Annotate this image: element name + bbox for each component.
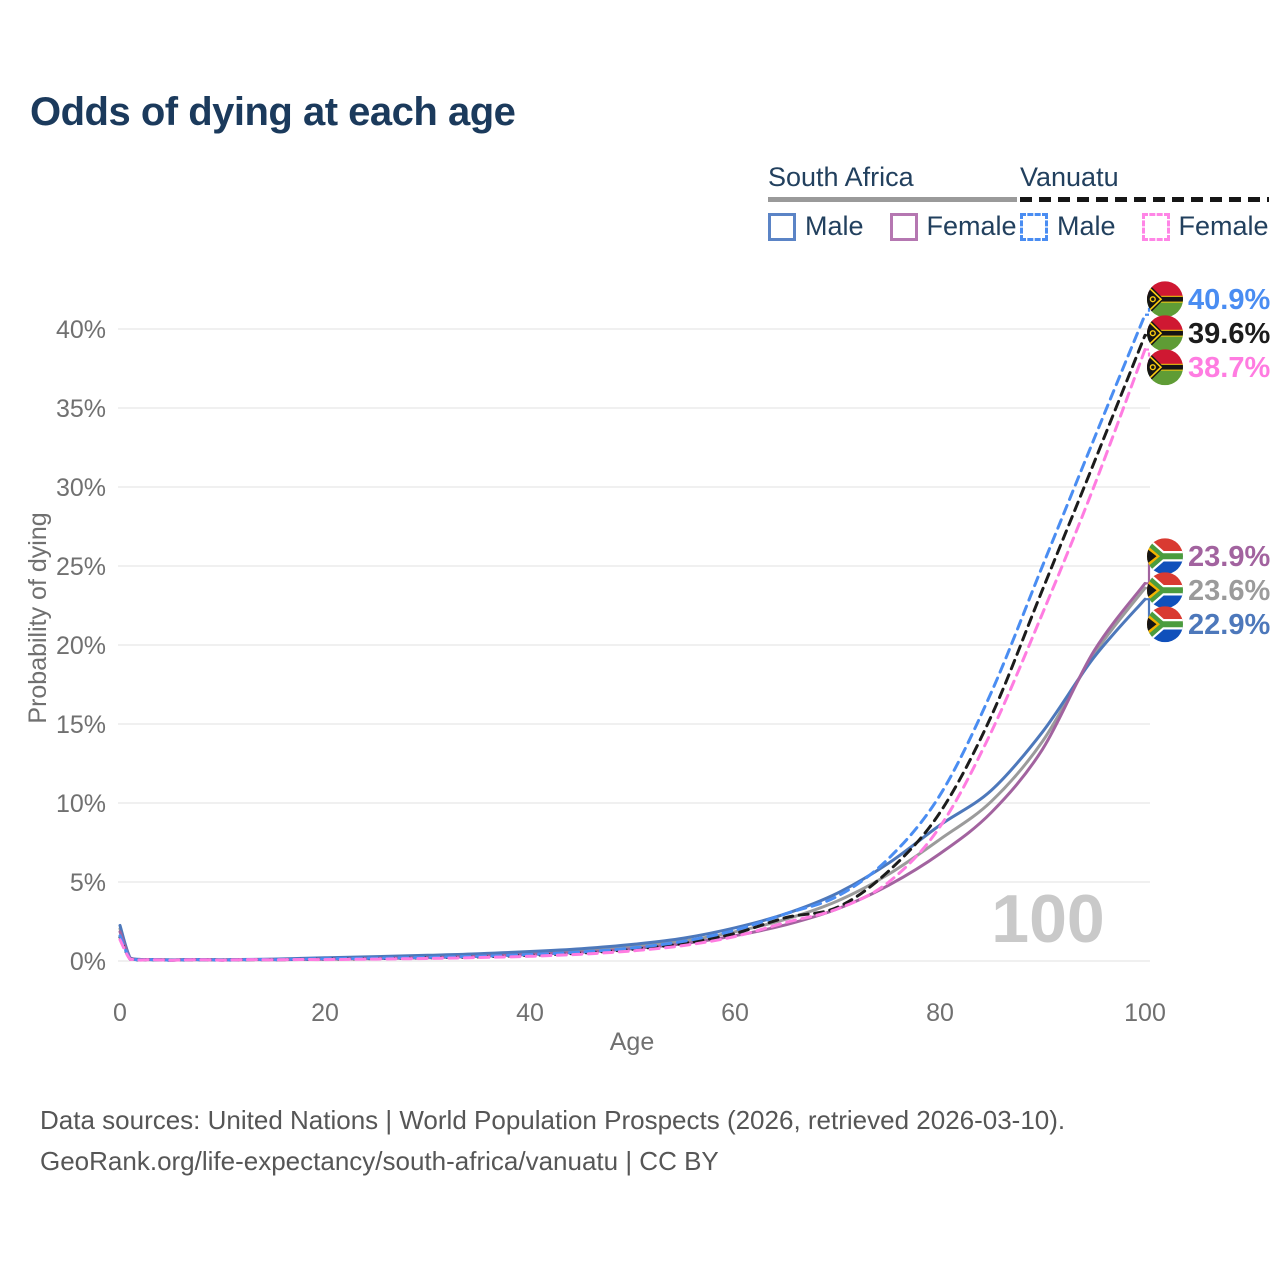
end-label-value-vanuatu-female: 38.7% xyxy=(1188,352,1270,384)
legend-underline-dashed xyxy=(1020,197,1269,202)
y-tick-label: 35% xyxy=(56,395,106,423)
vanuatu-male-swatch-icon xyxy=(1020,212,1048,241)
y-tick-label: 0% xyxy=(70,948,106,976)
footer-attribution: GeoRank.org/life-expectancy/south-africa… xyxy=(40,1146,719,1176)
y-tick-label: 15% xyxy=(56,711,106,739)
series-line-vanuatu-total[interactable] xyxy=(118,333,1147,962)
south-africa-flag-icon xyxy=(1147,572,1183,609)
footer-data-sources: Data sources: United Nations | World Pop… xyxy=(40,1105,1066,1135)
legend-label: Female xyxy=(1178,211,1269,241)
legend-item-vanuatu-female[interactable]: Female xyxy=(1141,211,1269,242)
end-label-value-vanuatu-male: 40.9% xyxy=(1188,284,1270,316)
vanuatu-flag-icon xyxy=(1147,315,1183,352)
x-tick-label: 60 xyxy=(721,999,749,1027)
legend-item-vanuatu-male[interactable]: Male xyxy=(1020,211,1116,242)
legend-item-south-africa-male[interactable]: Male xyxy=(768,211,864,242)
watermark-age: 100 xyxy=(991,881,1104,957)
south-africa-flag-icon xyxy=(1147,606,1183,643)
series-line-vanuatu-female[interactable] xyxy=(118,348,1147,962)
x-tick-label: 20 xyxy=(311,999,339,1027)
legend-group-title-vanuatu: Vanuatu xyxy=(1020,162,1119,192)
legend-label: Female xyxy=(926,211,1017,241)
end-label-value-south-africa-male: 22.9% xyxy=(1188,609,1270,641)
end-label-value-south-africa-total: 23.6% xyxy=(1188,575,1270,607)
x-axis-title: Age xyxy=(610,1028,654,1056)
y-tick-label: 30% xyxy=(56,474,106,502)
x-tick-label: 100 xyxy=(1124,999,1166,1027)
vanuatu-female-swatch-icon xyxy=(1141,212,1170,241)
page-title: Odds of dying at each age xyxy=(30,90,516,134)
vanuatu-flag-icon xyxy=(1147,349,1183,386)
south-africa-female-swatch-icon xyxy=(889,212,918,241)
y-tick-label: 25% xyxy=(56,553,106,581)
y-tick-label: 5% xyxy=(70,869,106,897)
y-tick-label: 20% xyxy=(56,632,106,660)
y-axis-title: Probability of dying xyxy=(24,512,52,723)
series-line-vanuatu-male[interactable] xyxy=(118,313,1147,962)
y-tick-label: 40% xyxy=(56,316,106,344)
south-africa-flag-icon xyxy=(1147,538,1183,575)
legend-underline-solid xyxy=(768,197,1017,202)
x-tick-label: 80 xyxy=(926,999,954,1027)
legend-group-vanuatu: Vanuatu Male Female xyxy=(1020,162,1269,242)
legend-group-south-africa: South Africa Male Female xyxy=(768,162,1017,242)
legend-label: Male xyxy=(1057,211,1116,241)
end-label-value-vanuatu-total: 39.6% xyxy=(1188,318,1270,350)
legend-label: Male xyxy=(805,211,864,241)
legend-item-south-africa-female[interactable]: Female xyxy=(889,211,1017,242)
footer: Data sources: United Nations | World Pop… xyxy=(40,1100,1065,1182)
x-tick-label: 0 xyxy=(113,999,127,1027)
y-tick-label: 10% xyxy=(56,790,106,818)
x-tick-label: 40 xyxy=(516,999,544,1027)
vanuatu-flag-icon xyxy=(1147,281,1183,318)
end-label-value-south-africa-female: 23.9% xyxy=(1188,541,1270,573)
south-africa-male-swatch-icon xyxy=(768,212,796,241)
legend-group-title-south-africa: South Africa xyxy=(768,162,914,192)
